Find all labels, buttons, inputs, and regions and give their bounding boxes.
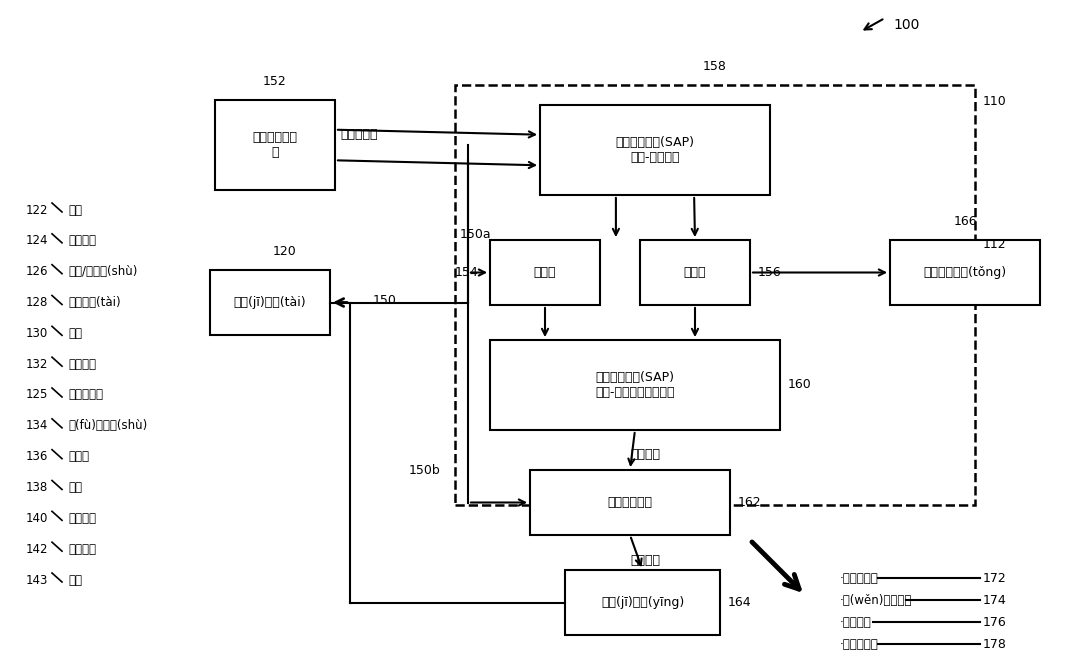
Text: 攻角界限: 攻角界限 <box>630 448 660 462</box>
Text: 110: 110 <box>983 95 1007 108</box>
Text: 失速誤用保護(SAP)
功能-激活邏輯: 失速誤用保護(SAP) 功能-激活邏輯 <box>616 136 694 164</box>
Text: ·擾流板命令: ·擾流板命令 <box>840 638 879 650</box>
Text: 122: 122 <box>26 204 48 216</box>
Text: ·升降舵命令: ·升降舵命令 <box>840 571 879 585</box>
Bar <box>455 85 975 505</box>
Text: 128: 128 <box>26 296 48 309</box>
Text: 150: 150 <box>373 294 397 308</box>
Text: 140: 140 <box>26 512 48 525</box>
Text: 飛機(jī)狀態(tài): 飛機(jī)狀態(tài) <box>233 296 307 309</box>
Text: ·推力命令: ·推力命令 <box>840 616 872 628</box>
Bar <box>565 570 720 635</box>
Text: 172: 172 <box>983 571 1007 585</box>
Text: 攻角: 攻角 <box>68 204 82 216</box>
Bar <box>530 470 730 535</box>
Text: 158: 158 <box>703 60 727 73</box>
Text: 處理器: 處理器 <box>534 266 556 279</box>
Text: 重心: 重心 <box>68 481 82 494</box>
Text: 襟翼位置: 襟翼位置 <box>68 235 96 247</box>
Text: 150a: 150a <box>460 228 491 241</box>
Bar <box>215 100 335 190</box>
Text: 126: 126 <box>26 265 48 278</box>
Text: 125: 125 <box>26 388 48 401</box>
Text: 100: 100 <box>893 18 919 32</box>
Text: 166: 166 <box>954 215 976 228</box>
Text: 154: 154 <box>455 266 478 279</box>
Text: 132: 132 <box>26 358 48 371</box>
Text: 178: 178 <box>983 638 1007 650</box>
Text: 156: 156 <box>758 266 782 279</box>
Text: 138: 138 <box>26 481 48 494</box>
Text: 俯仰速率: 俯仰速率 <box>68 512 96 525</box>
Text: 142: 142 <box>26 543 48 556</box>
Bar <box>890 240 1040 305</box>
Text: 海拔: 海拔 <box>68 573 82 587</box>
Text: 152: 152 <box>264 75 287 88</box>
Text: 檔位位置: 檔位位置 <box>68 358 96 371</box>
Text: 150b: 150b <box>408 464 440 476</box>
Text: 縱向命令: 縱向命令 <box>630 554 660 566</box>
Text: 134: 134 <box>26 419 48 432</box>
Text: 負(fù)荷系數(shù): 負(fù)荷系數(shù) <box>68 419 147 432</box>
Text: 總重量: 總重量 <box>68 450 89 463</box>
Text: 柱或桿輸入: 柱或桿輸入 <box>340 128 378 140</box>
Text: 160: 160 <box>788 378 812 392</box>
Bar <box>490 240 600 305</box>
Text: 飛機(jī)響應(yīng): 飛機(jī)響應(yīng) <box>600 596 684 609</box>
Text: 攻角速率: 攻角速率 <box>68 543 96 556</box>
Text: 112: 112 <box>983 238 1007 251</box>
Text: 143: 143 <box>26 573 48 587</box>
Text: 攻角控制法則: 攻角控制法則 <box>607 496 652 509</box>
Text: 162: 162 <box>738 496 761 509</box>
Text: 存儲器: 存儲器 <box>684 266 706 279</box>
Text: ·穩(wěn)定翼命令: ·穩(wěn)定翼命令 <box>840 593 913 607</box>
Bar <box>210 270 330 335</box>
Bar <box>640 240 750 305</box>
Text: 176: 176 <box>983 616 1007 628</box>
Text: 失速誤用保護(SAP)
功能-攻角界限選擇邏輯: 失速誤用保護(SAP) 功能-攻角界限選擇邏輯 <box>595 371 675 399</box>
Text: 飛行員控制輸
入: 飛行員控制輸 入 <box>253 131 297 159</box>
Text: 174: 174 <box>983 593 1007 607</box>
Text: 164: 164 <box>728 596 752 609</box>
Text: 124: 124 <box>26 235 48 247</box>
Text: 空速/馬赫數(shù): 空速/馬赫數(shù) <box>68 265 137 278</box>
Text: 120: 120 <box>273 245 297 258</box>
Text: 136: 136 <box>26 450 48 463</box>
Bar <box>490 340 780 430</box>
Text: 積冰狀態(tài): 積冰狀態(tài) <box>68 296 121 309</box>
Text: 130: 130 <box>26 327 48 340</box>
Bar <box>540 105 770 195</box>
Text: 地形防撞系統(tǒng): 地形防撞系統(tǒng) <box>923 266 1007 279</box>
Text: 推力: 推力 <box>68 327 82 340</box>
Text: 減速板位置: 減速板位置 <box>68 388 103 401</box>
